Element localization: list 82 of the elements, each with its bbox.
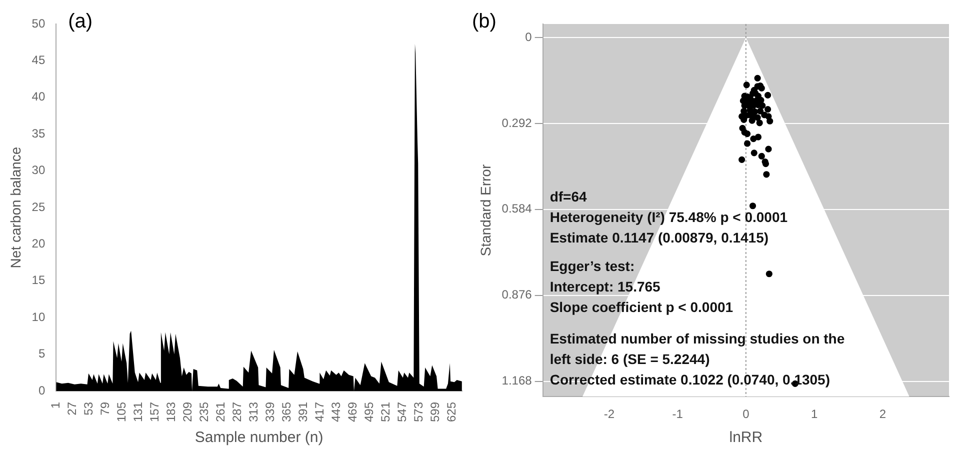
x-tick-label: 495 — [362, 402, 376, 422]
x-tick-label: 79 — [98, 402, 112, 416]
x-tick-label: 287 — [230, 402, 244, 422]
chart-title: (a) — [68, 10, 93, 33]
y-tick-label: 30 — [32, 163, 46, 178]
x-tick-label: 0 — [742, 407, 750, 422]
x-tick-label: -2 — [604, 407, 615, 422]
y-tick-label: 15 — [32, 273, 46, 288]
point — [744, 140, 751, 147]
x-tick-label: 625 — [444, 402, 459, 422]
x-tick-label: 27 — [64, 402, 79, 416]
x-tick-label: 1 — [48, 402, 62, 409]
y-tick-label: 0.584 — [502, 202, 532, 216]
x-tick-label: 469 — [346, 402, 360, 422]
annotation: Corrected estimate 0.1022 (0.0740, 0.1305) — [550, 371, 830, 388]
point — [743, 82, 750, 88]
annotation: Intercept: 15.765 — [550, 278, 661, 294]
y-axis-title: Net carbon balance — [7, 146, 24, 268]
annotation: df=64 — [550, 188, 588, 204]
x-tick-label: 547 — [395, 402, 410, 422]
y-tick-label: 45 — [32, 53, 46, 68]
point — [750, 150, 758, 156]
y-tick-label: 1.168 — [502, 374, 532, 388]
x-tick-label: 339 — [263, 402, 278, 422]
y-tick-label: 0.876 — [502, 288, 532, 302]
x-tick-label: 105 — [114, 402, 129, 422]
point — [766, 270, 772, 278]
x-tick-label: 521 — [378, 402, 393, 422]
point — [764, 106, 772, 113]
point — [749, 202, 756, 210]
point — [764, 92, 772, 99]
point — [748, 117, 756, 124]
x-tick-label: 365 — [280, 402, 294, 422]
chart-title: (b) — [472, 10, 496, 33]
y-tick-label: 0 — [38, 383, 46, 398]
annotation: Heterogeneity (I²) 75.48% p < 0.0001 — [550, 208, 788, 225]
x-tick-label: -1 — [672, 407, 684, 422]
point — [754, 114, 761, 121]
y-tick-label: 0 — [525, 30, 532, 44]
y-tick-label: 20 — [32, 236, 46, 250]
y-tick-label: 10 — [32, 310, 46, 324]
y-axis-title: Standard Error — [477, 164, 494, 256]
point — [765, 146, 772, 152]
x-tick-label: 313 — [246, 402, 261, 422]
x-tick-label: 599 — [428, 402, 442, 422]
point — [762, 160, 770, 168]
x-tick-label: 2 — [879, 407, 886, 422]
x-tick-label: 391 — [296, 402, 310, 422]
y-tick-label: 25 — [32, 200, 46, 214]
y-tick-label: 40 — [32, 90, 46, 104]
point — [763, 171, 770, 178]
x-tick-label: 209 — [180, 402, 195, 422]
point — [756, 108, 764, 114]
x-tick-label: 53 — [81, 402, 96, 416]
annotation: Estimate 0.1147 (0.00879, 0.1415) — [550, 229, 769, 246]
x-tick-label: 131 — [131, 402, 146, 422]
x-axis-title: Sample number (n) — [194, 429, 324, 446]
x-tick-label: 443 — [329, 402, 344, 422]
point — [759, 102, 766, 109]
point — [758, 152, 765, 160]
x-tick-label: 417 — [312, 402, 327, 422]
y-tick-label: 5 — [38, 346, 46, 361]
x-tick-label: 1 — [810, 407, 818, 422]
x-tick-label: 157 — [148, 402, 162, 422]
point — [744, 130, 751, 138]
annotation: Slope coefficient p < 0.0001 — [550, 298, 734, 315]
point — [754, 134, 762, 140]
annotation: Egger’s test: — [550, 258, 635, 274]
point — [738, 156, 746, 163]
x-tick-label: 235 — [197, 402, 212, 422]
x-tick-label: 261 — [214, 402, 228, 422]
x-axis-title: lnRR — [729, 429, 763, 446]
y-tick-label: 50 — [32, 16, 46, 30]
x-tick-label: 183 — [164, 402, 178, 422]
y-tick-label: 35 — [32, 126, 46, 140]
y-tick-label: 0.292 — [502, 116, 532, 130]
x-tick-label: 573 — [412, 402, 426, 422]
point — [756, 120, 763, 126]
annotation: left side: 6 (SE = 5.2244) — [550, 350, 710, 367]
point — [754, 74, 761, 82]
point — [766, 118, 774, 124]
annotation: Estimated number of missing studies on the — [550, 330, 845, 346]
